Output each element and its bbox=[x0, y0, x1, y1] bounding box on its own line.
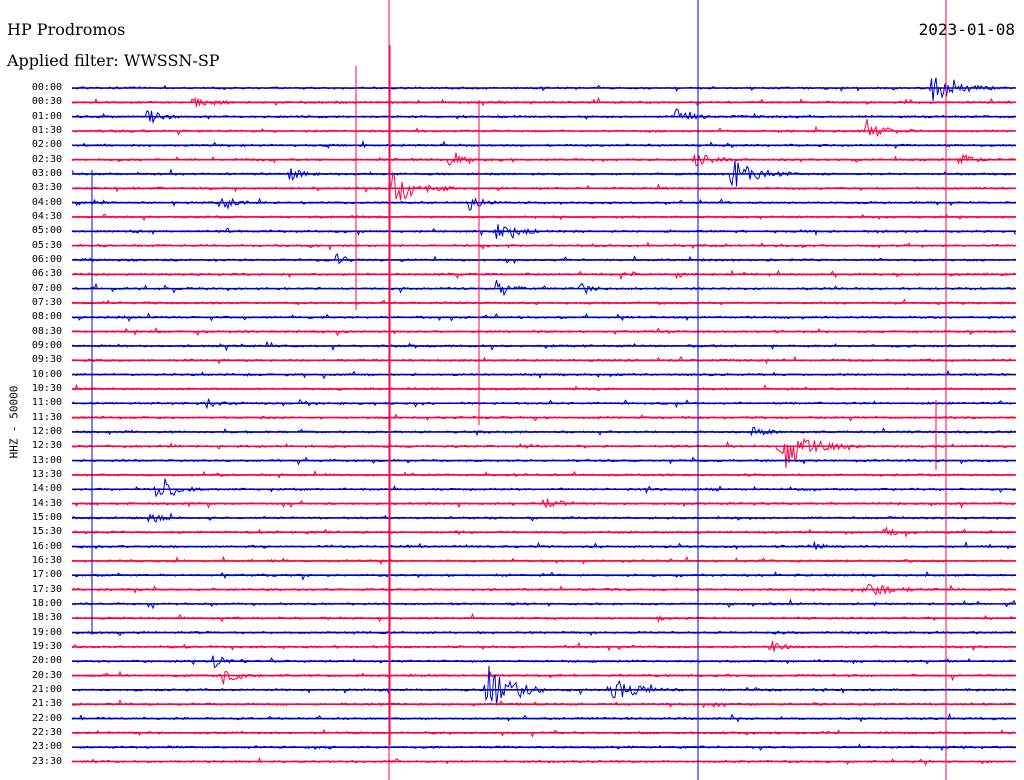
time-label: 02:00 bbox=[31, 139, 62, 151]
time-label: 05:30 bbox=[31, 239, 62, 251]
time-label: 20:00 bbox=[31, 655, 62, 667]
time-label: 06:00 bbox=[31, 253, 62, 265]
time-label: 18:30 bbox=[31, 612, 62, 624]
time-label: 02:30 bbox=[31, 153, 62, 165]
time-label: 17:30 bbox=[31, 583, 62, 595]
time-label: 03:30 bbox=[31, 182, 62, 194]
time-label: 20:30 bbox=[31, 669, 62, 681]
trace-line bbox=[71, 197, 1016, 211]
time-label: 12:30 bbox=[31, 440, 62, 452]
time-label: 17:00 bbox=[31, 569, 62, 581]
time-label: 21:30 bbox=[31, 698, 62, 710]
time-label: 09:00 bbox=[31, 339, 62, 351]
time-label: 14:30 bbox=[31, 497, 62, 509]
time-label: 04:30 bbox=[31, 210, 62, 222]
trace-line bbox=[71, 383, 1016, 392]
time-label: 21:00 bbox=[31, 683, 62, 695]
trace-line bbox=[71, 478, 1016, 498]
time-label: 18:00 bbox=[31, 597, 62, 609]
time-label: 04:00 bbox=[31, 196, 62, 208]
time-label: 22:00 bbox=[31, 712, 62, 724]
trace-line bbox=[71, 253, 1016, 265]
time-label: 12:00 bbox=[31, 425, 62, 437]
trace-line bbox=[71, 108, 1016, 125]
time-label: 07:30 bbox=[31, 296, 62, 308]
trace-line bbox=[71, 437, 1016, 468]
time-label: 23:00 bbox=[31, 741, 62, 753]
trace-line bbox=[71, 670, 1016, 685]
filter-label: Applied filter: WWSSN-SP bbox=[7, 51, 220, 70]
time-label: 00:30 bbox=[31, 96, 62, 108]
time-label: 19:30 bbox=[31, 640, 62, 652]
trace-line bbox=[72, 77, 1016, 101]
time-label: 10:30 bbox=[31, 382, 62, 394]
time-label: 15:00 bbox=[31, 511, 62, 523]
time-label: 00:00 bbox=[31, 82, 62, 93]
time-label: 22:30 bbox=[31, 726, 62, 738]
date-label: 2023-01-08 bbox=[918, 20, 1015, 39]
time-axis: 00:00 00:30 01:00 01:30 02:00 02:30 03:00 03:30… bbox=[0, 0, 68, 780]
time-label: 13:00 bbox=[31, 454, 62, 466]
time-label: 16:00 bbox=[31, 540, 62, 552]
trace-line bbox=[71, 665, 1016, 706]
time-label: 16:30 bbox=[31, 554, 62, 566]
time-label: 13:30 bbox=[31, 468, 62, 480]
station-title: HP Prodromos bbox=[7, 20, 126, 39]
time-label: 14:00 bbox=[31, 483, 62, 495]
time-label: 01:30 bbox=[31, 124, 62, 136]
time-label: 08:00 bbox=[31, 311, 62, 323]
time-label: 05:00 bbox=[31, 225, 62, 237]
time-label: 23:30 bbox=[31, 755, 62, 767]
time-label: 19:00 bbox=[31, 626, 62, 638]
time-label: 03:00 bbox=[31, 167, 62, 179]
time-label: 11:00 bbox=[31, 397, 62, 409]
trace-line bbox=[71, 279, 1016, 297]
time-label: 11:30 bbox=[31, 411, 62, 423]
trace-line bbox=[71, 119, 1016, 137]
time-label: 10:00 bbox=[31, 368, 62, 380]
time-label: 06:30 bbox=[31, 268, 62, 280]
trace-line bbox=[71, 298, 1016, 306]
trace-line bbox=[71, 426, 1016, 437]
trace-line bbox=[71, 172, 1016, 201]
time-label: 08:30 bbox=[31, 325, 62, 337]
time-label: 15:30 bbox=[31, 526, 62, 538]
time-label: 01:00 bbox=[31, 110, 62, 122]
time-label: 09:30 bbox=[31, 354, 62, 366]
time-label: 07:00 bbox=[31, 282, 62, 294]
